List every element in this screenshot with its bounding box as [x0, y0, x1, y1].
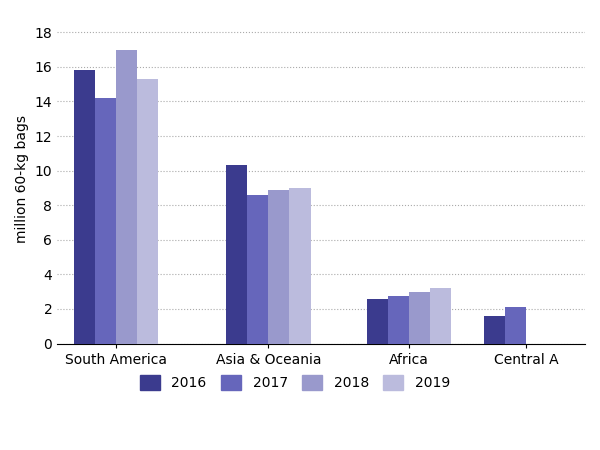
Bar — [289, 188, 311, 343]
Bar — [95, 98, 116, 343]
Bar — [430, 288, 451, 343]
Bar — [137, 79, 158, 343]
Bar — [505, 307, 526, 343]
Bar — [484, 316, 505, 343]
Bar — [74, 70, 95, 343]
Legend: 2016, 2017, 2018, 2019: 2016, 2017, 2018, 2019 — [134, 370, 455, 396]
Bar — [388, 296, 409, 343]
Bar — [226, 166, 247, 343]
Y-axis label: million 60-kg bags: million 60-kg bags — [15, 115, 29, 243]
Bar — [409, 292, 430, 343]
Bar — [116, 50, 137, 343]
Bar — [268, 189, 289, 343]
Bar — [367, 300, 388, 343]
Bar — [247, 195, 268, 343]
